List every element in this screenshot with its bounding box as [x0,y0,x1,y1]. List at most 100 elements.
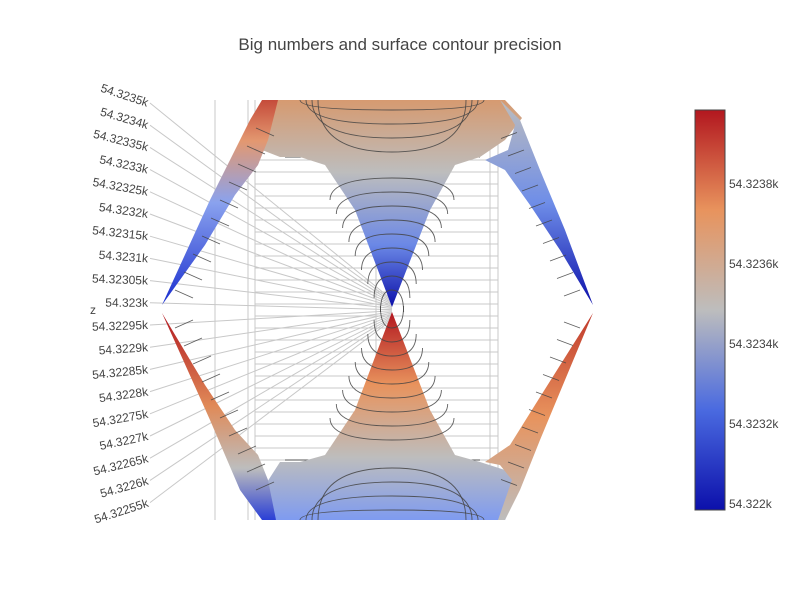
colorbar-tick-label: 54.3236k [729,257,779,271]
contour-line [183,271,203,281]
fan-line [149,310,393,326]
contour-line [255,481,275,491]
z-tick-label: 54.323k [105,296,149,310]
contour-line [507,461,525,469]
contour-line [535,391,553,399]
contour-line [542,374,560,381]
contour-line [201,235,221,245]
colorbar [694,109,726,511]
contour-line [255,127,275,137]
contour-line [201,373,221,383]
z-tick-label: 54.3234k [99,105,151,132]
fan-line [149,315,393,437]
contour-line [556,339,574,346]
contour-line [237,445,257,455]
fan-line [149,146,393,303]
colorbar-tick-label: 54.322k [729,497,773,511]
z-tick-label: 54.32335k [92,127,151,155]
contour-line [183,337,203,347]
contour-line [361,247,423,271]
fan-line [149,312,393,370]
surface-bottom-center [262,312,522,520]
contour-line [317,100,467,153]
contour-line [342,389,442,413]
contour-line [348,219,436,243]
fan-line [149,319,393,503]
z-tick-label: 54.3232k [98,200,150,221]
fan-line [149,191,393,305]
contour-line [192,355,212,365]
colorbar-tick-label: 54.3234k [729,337,779,351]
contour-line [311,100,473,139]
z-tick-label: 54.32275k [92,407,151,431]
colorbar-ticks: 54.3238k 54.3236k 54.3234k 54.3232k 54.322k [729,177,779,511]
contour-line [361,347,423,371]
contour-line [335,191,449,215]
z-axis-ticks: 54.3235k54.3234k54.32335k54.3233k54.3232… [92,81,152,526]
fan-line [149,235,393,307]
contour-line [354,233,430,257]
contour-line [210,217,230,227]
contour-line [535,219,553,227]
contour-line [373,319,411,343]
surface-left-bottom [162,313,276,520]
contour-line [335,403,449,427]
chart-title: Big numbers and surface contour precisio… [238,35,561,54]
z-tick-label: 54.3227k [98,429,150,453]
z-tick-label: 54.32285k [92,362,150,382]
contour-line [542,237,560,244]
contour-line [521,184,539,192]
contour-line [174,319,194,329]
contour-line [556,272,574,279]
colorbar-tick-label: 54.3238k [729,177,779,191]
z-axis-label: z [90,303,96,317]
surface [162,100,593,520]
contour-line [299,100,485,111]
contour-line [521,426,539,434]
contour-line [237,163,257,173]
z-tick-label: 54.32295k [92,318,149,334]
surface-left-top [162,100,278,305]
contour-line [299,509,485,520]
contour-line [219,199,239,209]
contour-line [329,177,455,201]
contour-line [367,333,417,357]
contour-line [514,444,532,451]
contour-line [246,463,266,473]
contour-line [549,356,567,364]
fan-line [149,311,393,348]
contour-line [379,305,405,329]
fan-line [149,213,393,306]
fan-line [149,280,393,310]
contour-line [507,149,525,157]
fan-line [149,257,393,308]
z-tick-label: 54.32325k [92,175,151,199]
z-tick-label: 54.32305k [92,271,150,287]
contour-line [228,427,248,437]
surface-right-top [485,100,593,305]
contour-line [500,479,518,486]
contour-line [342,205,442,229]
contour-line [563,321,581,329]
fan-line [149,316,393,459]
contour-line [373,275,411,299]
contour-line [174,289,194,299]
contour-line [500,132,518,139]
contour-line [317,467,467,520]
contour-line [367,261,417,285]
fan-line [149,314,393,415]
fan-line [149,318,393,481]
contour-line [354,361,430,385]
fan-line [149,124,393,302]
fan-line [149,302,393,311]
fan-line [149,169,393,304]
contour-line [192,253,212,263]
contour-line [329,417,455,441]
surface-top-center [262,100,522,307]
contour-line [549,254,567,262]
contour-line [210,391,230,401]
contour-line [219,409,239,419]
contour-line [228,181,248,191]
contour-line [246,145,266,155]
contour-line [514,167,532,174]
